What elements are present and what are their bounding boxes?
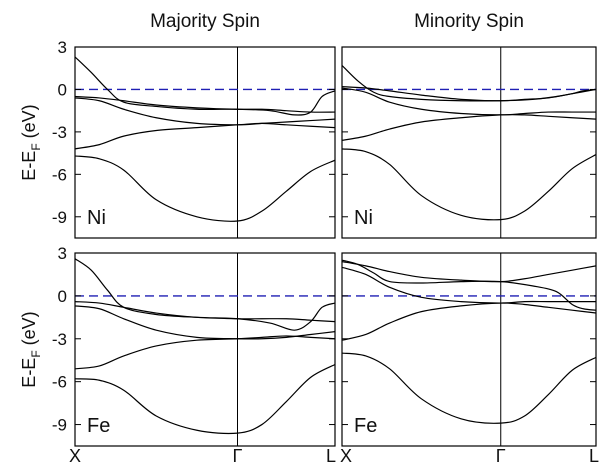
- y-tick-label: -6: [52, 165, 67, 184]
- ylabel-main: E-E: [19, 151, 39, 181]
- y-tick-label: 0: [58, 80, 67, 99]
- panel-ni-minority: Ni: [341, 46, 597, 239]
- panel-fe-majority: 3 0 -3 -6 -9 Fe: [52, 244, 336, 447]
- panels: 3 0 -3 -6 -9 Ni Ni 3 0 -3 -6 -9 Fe Fe: [52, 38, 597, 447]
- band-curve-3: [75, 305, 335, 340]
- x-tick-label-l: L: [326, 446, 336, 466]
- x-tick-label-x: X: [69, 446, 81, 466]
- x-tick-label-gamma: Γ: [496, 446, 506, 466]
- y-tick-label: -6: [52, 373, 67, 392]
- ylabel-main: E-E: [19, 358, 39, 388]
- panel-frame: [341, 46, 597, 239]
- band-curve-4: [75, 95, 335, 113]
- ylabel-unit: (eV): [19, 104, 39, 143]
- panel-fe-minority: Fe: [341, 252, 597, 447]
- element-label: Ni: [87, 207, 106, 229]
- y-tick-label: -3: [52, 123, 67, 142]
- band-curve-2: [75, 122, 335, 150]
- x-tick-label-l: L: [589, 446, 599, 466]
- element-label: Fe: [354, 415, 377, 437]
- y-tick-label: 3: [58, 244, 67, 263]
- band-curve-1: [75, 155, 335, 222]
- column-title-majority: Majority Spin: [150, 11, 260, 32]
- band-curve-5: [75, 56, 335, 116]
- x-tick-label-gamma: Γ: [233, 446, 243, 466]
- band-curve-3: [342, 266, 596, 304]
- band-group: [75, 258, 335, 435]
- band-curve-3: [75, 97, 335, 126]
- column-titles: Majority Spin Minority Spin: [150, 11, 524, 32]
- panel-ni-majority: 3 0 -3 -6 -9 Ni: [52, 38, 336, 239]
- element-label: Fe: [87, 415, 110, 437]
- y-axis-title: E-EF (eV)E-EF (eV): [19, 104, 43, 387]
- band-curve-4: [342, 260, 596, 283]
- y-tick-label: -3: [52, 330, 67, 349]
- panel-frame: [74, 252, 336, 447]
- ylabel-subscript: F: [29, 143, 43, 150]
- band-curve-2: [342, 114, 596, 141]
- y-tick-label: 3: [58, 38, 67, 57]
- band-curve-2: [342, 302, 596, 341]
- y-axis-label-upper: E-EF (eV): [19, 104, 43, 180]
- band-curve-5: [75, 258, 335, 331]
- band-curve-1: [342, 352, 596, 424]
- y-axis-label-lower: E-EF (eV): [19, 311, 43, 387]
- band-curve-2: [75, 335, 335, 370]
- band-group: [342, 64, 596, 221]
- column-title-minority: Minority Spin: [414, 11, 524, 32]
- ylabel-subscript: F: [29, 350, 43, 357]
- band-curve-5: [342, 64, 596, 102]
- y-tick-label: 0: [58, 287, 67, 306]
- band-curve-4: [75, 301, 335, 323]
- panel-frame: [341, 252, 597, 447]
- y-tick-label: -9: [52, 208, 67, 227]
- band-group: [75, 56, 335, 222]
- x-tick-label-x: X: [340, 446, 352, 466]
- band-group: [342, 259, 596, 424]
- band-curve-3: [342, 87, 596, 116]
- ylabel-unit: (eV): [19, 311, 39, 350]
- element-label: Ni: [354, 207, 373, 229]
- band-curve-1: [342, 148, 596, 221]
- y-tick-label: -9: [52, 416, 67, 435]
- band-curve-5: [342, 259, 596, 311]
- band-curve-1: [75, 363, 335, 435]
- panel-frame: [74, 46, 336, 239]
